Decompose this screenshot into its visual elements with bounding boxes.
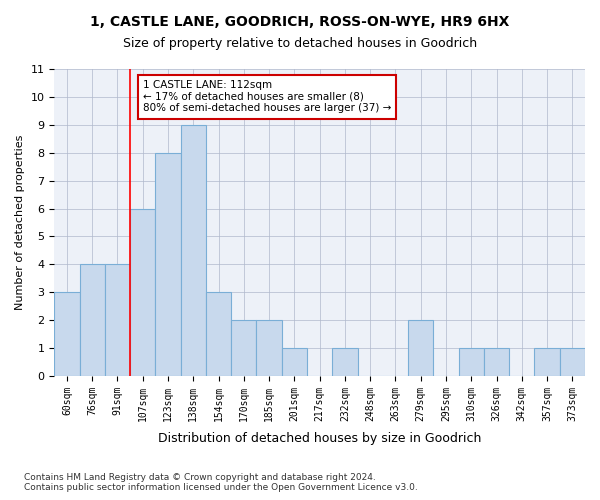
Bar: [535, 348, 560, 376]
Bar: [181, 125, 206, 376]
Bar: [130, 208, 155, 376]
Bar: [458, 348, 484, 376]
Bar: [332, 348, 358, 376]
Text: Size of property relative to detached houses in Goodrich: Size of property relative to detached ho…: [123, 38, 477, 51]
Bar: [54, 292, 80, 376]
Bar: [206, 292, 231, 376]
Bar: [256, 320, 282, 376]
Bar: [155, 152, 181, 376]
Text: 1, CASTLE LANE, GOODRICH, ROSS-ON-WYE, HR9 6HX: 1, CASTLE LANE, GOODRICH, ROSS-ON-WYE, H…: [91, 15, 509, 29]
Bar: [282, 348, 307, 376]
Bar: [80, 264, 105, 376]
Bar: [560, 348, 585, 376]
Bar: [231, 320, 256, 376]
Text: 1 CASTLE LANE: 112sqm
← 17% of detached houses are smaller (8)
80% of semi-detac: 1 CASTLE LANE: 112sqm ← 17% of detached …: [143, 80, 391, 114]
Bar: [105, 264, 130, 376]
Bar: [408, 320, 433, 376]
Bar: [484, 348, 509, 376]
Text: Contains HM Land Registry data © Crown copyright and database right 2024.
Contai: Contains HM Land Registry data © Crown c…: [24, 473, 418, 492]
X-axis label: Distribution of detached houses by size in Goodrich: Distribution of detached houses by size …: [158, 432, 481, 445]
Y-axis label: Number of detached properties: Number of detached properties: [15, 135, 25, 310]
